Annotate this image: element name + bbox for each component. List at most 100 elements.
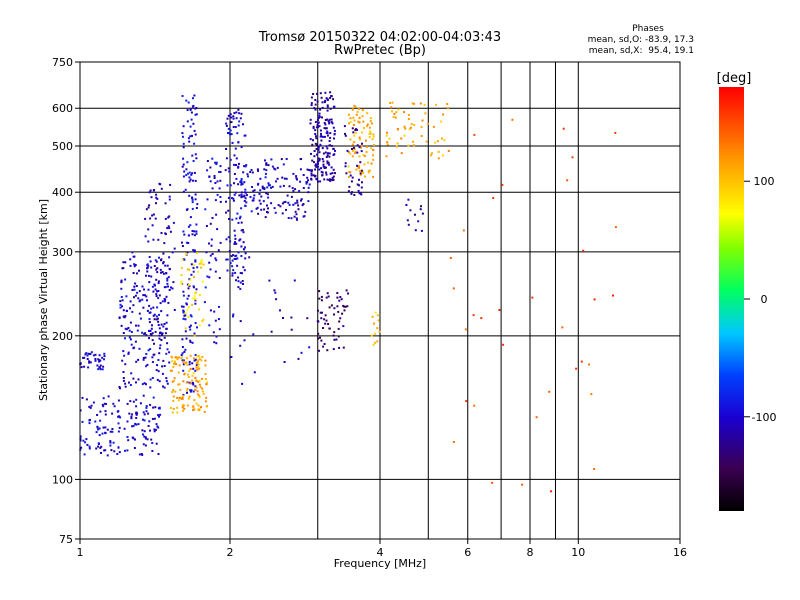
data-point — [326, 178, 329, 181]
data-point — [353, 141, 356, 143]
data-point — [333, 132, 336, 135]
data-point — [225, 211, 227, 214]
data-point — [232, 126, 235, 128]
data-point — [244, 257, 247, 260]
data-point — [132, 424, 135, 427]
data-point — [391, 101, 394, 104]
data-point — [225, 157, 228, 160]
data-point — [208, 175, 211, 178]
data-point — [149, 429, 151, 432]
data-point — [214, 182, 217, 184]
data-point — [161, 271, 164, 273]
data-point — [135, 405, 138, 408]
data-point — [135, 413, 138, 416]
data-point — [310, 178, 313, 181]
data-point — [181, 359, 184, 362]
data-point — [321, 116, 323, 119]
data-point — [370, 162, 373, 165]
data-point — [166, 282, 169, 285]
data-point — [198, 358, 201, 361]
data-point — [218, 277, 221, 279]
data-point — [156, 271, 159, 274]
data-point — [225, 200, 227, 203]
data-point — [135, 398, 138, 401]
data-point — [165, 380, 168, 383]
data-point — [347, 292, 349, 295]
data-point — [80, 446, 83, 449]
data-point — [145, 334, 148, 337]
data-point — [149, 333, 152, 335]
data-point — [167, 301, 170, 304]
data-point — [149, 403, 152, 406]
data-point — [182, 294, 185, 297]
data-point — [181, 352, 184, 355]
data-point — [264, 216, 267, 219]
data-point — [351, 148, 353, 150]
data-point — [173, 309, 176, 311]
data-point — [195, 379, 198, 382]
data-point — [231, 265, 234, 268]
data-point — [337, 327, 340, 330]
data-point — [189, 278, 192, 281]
data-point — [118, 451, 121, 454]
data-point — [244, 188, 247, 191]
data-point — [79, 409, 82, 412]
data-point — [152, 314, 155, 317]
data-point — [193, 171, 196, 174]
data-point — [226, 258, 229, 261]
data-point — [292, 203, 295, 206]
data-point — [142, 294, 145, 297]
data-point — [377, 319, 380, 322]
data-point — [205, 383, 208, 386]
data-point — [326, 160, 329, 163]
data-point — [355, 113, 358, 116]
data-point — [240, 181, 243, 184]
data-point — [200, 260, 203, 263]
data-point — [201, 387, 204, 390]
data-point — [165, 295, 168, 298]
data-point — [332, 105, 335, 108]
data-point — [193, 357, 195, 360]
data-point — [300, 351, 303, 354]
data-point — [138, 347, 141, 350]
data-point — [360, 146, 362, 149]
data-point — [302, 203, 305, 205]
data-point — [171, 391, 174, 394]
data-point — [325, 145, 328, 148]
data-point — [233, 257, 236, 260]
data-point — [200, 406, 202, 409]
data-point — [333, 313, 335, 316]
data-point — [184, 330, 187, 333]
data-point — [124, 315, 127, 318]
data-point — [358, 136, 361, 139]
data-point — [243, 191, 246, 194]
data-point — [359, 172, 362, 175]
data-point — [194, 322, 197, 324]
data-point — [103, 402, 106, 405]
data-point — [285, 158, 288, 160]
data-point — [356, 164, 359, 167]
data-point — [191, 379, 194, 382]
data-point — [135, 324, 137, 327]
data-point — [396, 128, 399, 130]
data-point — [149, 386, 152, 389]
data-point — [104, 410, 107, 413]
data-point — [300, 198, 303, 201]
data-point — [234, 241, 236, 244]
data-point — [89, 352, 92, 355]
data-point — [143, 435, 146, 438]
data-point — [306, 181, 309, 184]
data-point — [358, 146, 361, 149]
data-point — [193, 276, 195, 279]
data-point — [120, 296, 123, 298]
x-tick-label: 4 — [377, 546, 384, 559]
data-point — [372, 154, 374, 157]
data-point — [276, 166, 279, 169]
x-tick-label: 10 — [571, 546, 585, 559]
data-point — [253, 371, 256, 374]
data-point — [157, 297, 160, 300]
data-point — [351, 155, 354, 158]
data-point — [550, 490, 553, 493]
data-point — [194, 259, 197, 262]
data-point — [125, 309, 128, 312]
